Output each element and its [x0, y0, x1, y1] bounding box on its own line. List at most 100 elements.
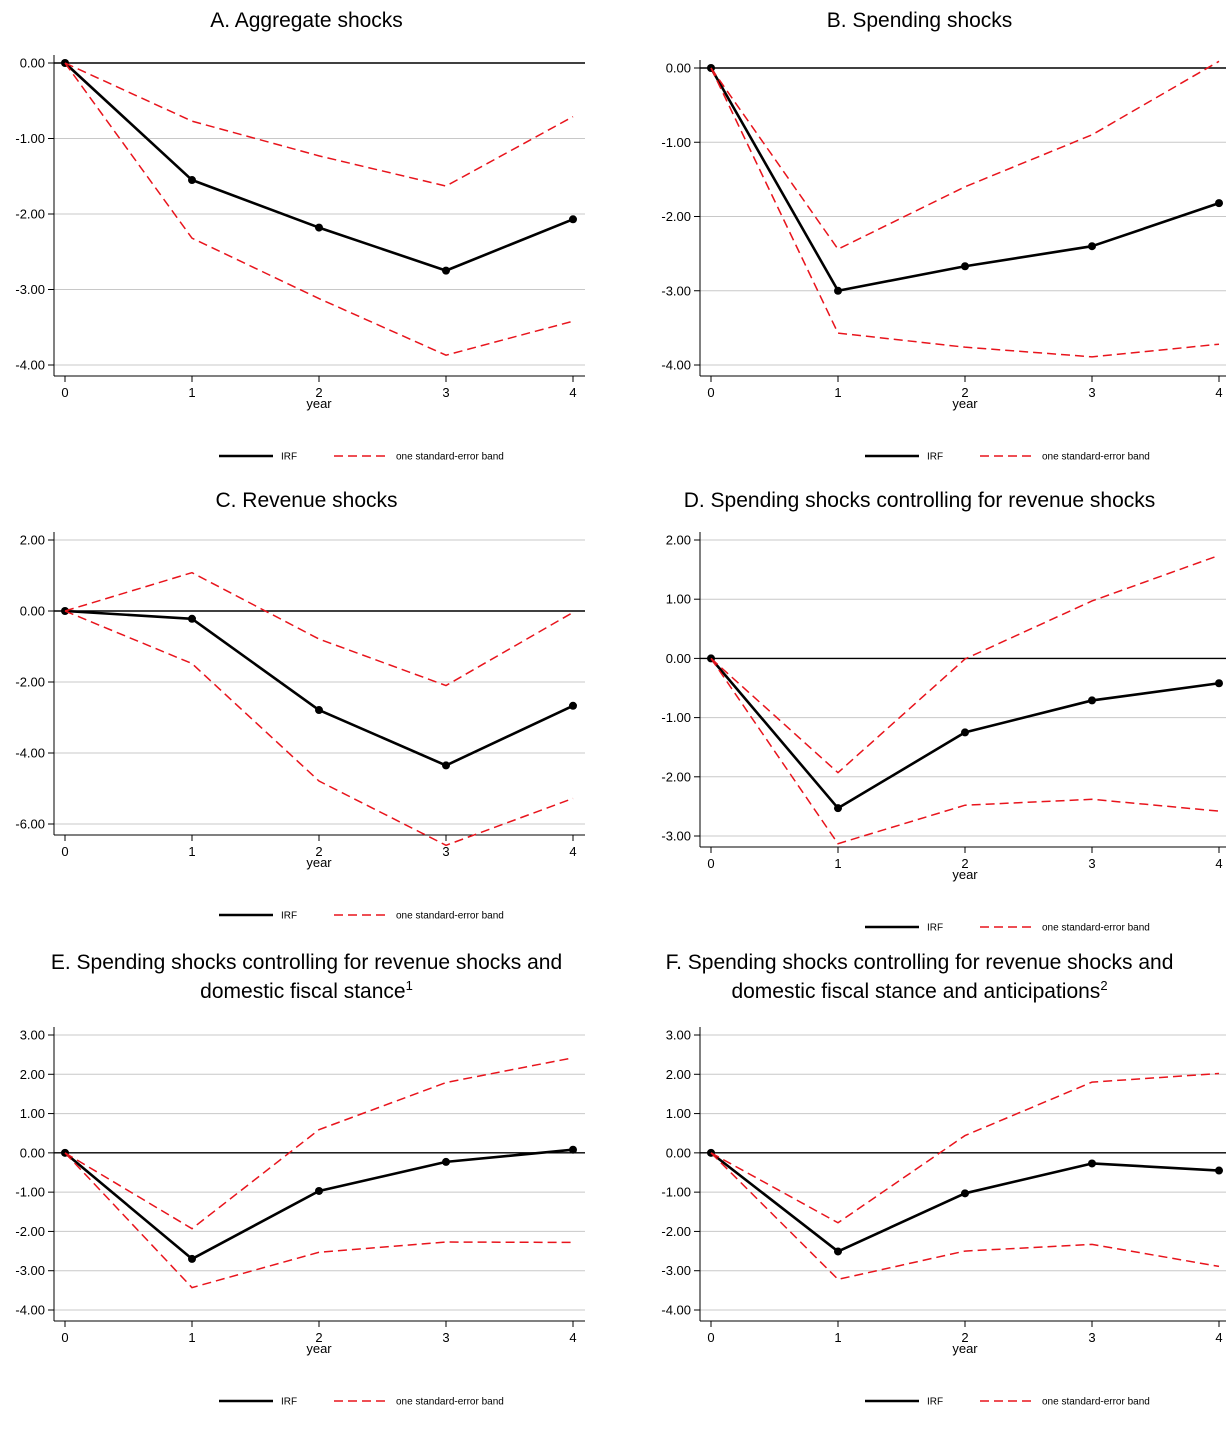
irf-point [1088, 242, 1096, 251]
band-upper-line [710, 554, 1220, 774]
x-tick-label: 3 [1088, 1330, 1095, 1345]
y-tick-label: -3.00 [661, 283, 691, 298]
x-tick-label: 4 [569, 1330, 576, 1345]
chart-svg: 3.00 2.00 1.00 0.00 -1.00 -2.00 -3.00 -4.00 0 1 2 3… [15, 1027, 585, 1408]
irf-point [1215, 199, 1223, 208]
band-lower-line [64, 1152, 574, 1289]
irf-line [709, 67, 1220, 293]
x-axis-label: year [952, 396, 978, 411]
x-tick-label: 3 [1088, 856, 1095, 871]
y-tick-label: -1.00 [661, 135, 691, 150]
y-tick-label: 2.00 [666, 1067, 691, 1082]
y-tick-label: -4.00 [15, 1303, 45, 1318]
irf-point [1088, 1159, 1096, 1168]
x-tick-label: 1 [188, 385, 195, 400]
x-axis-label: year [952, 1341, 978, 1356]
x-tick-label: 0 [61, 1330, 68, 1345]
x-axis-label: year [306, 1341, 332, 1356]
y-tick-label: -4.00 [15, 746, 45, 761]
y-tick-label: 2.00 [20, 1067, 45, 1082]
y-tick-label: -2.00 [661, 769, 691, 784]
irf-line [64, 62, 574, 272]
x-tick-label: 3 [1088, 385, 1095, 400]
x-tick-label: 1 [188, 1330, 195, 1345]
band-upper-line [710, 60, 1220, 251]
x-tick-label: 2 [961, 1330, 968, 1345]
chart-title-line2-text: domestic fiscal stance [200, 980, 406, 1003]
chart-title-line1: C. Revenue shocks [215, 489, 398, 512]
y-tick-label: -3.00 [15, 1263, 45, 1278]
y-tick-label: -2.00 [661, 1224, 691, 1239]
legend-irf-label: IRF [281, 452, 297, 463]
x-tick-label: 1 [188, 844, 195, 859]
y-tick-label: -1.00 [661, 710, 691, 725]
x-tick-label: 3 [442, 844, 449, 859]
band-upper-line [64, 62, 574, 187]
y-tick-label: 0.00 [20, 604, 45, 619]
y-tick-label: 2.00 [20, 533, 45, 548]
irf-point [961, 1189, 969, 1198]
chart-panel-f: F. Spending shocks controlling for reven… [613, 951, 1226, 1435]
chart-svg: 3.00 2.00 1.00 0.00 -1.00 -2.00 -3.00 -4.00 0 1 2 3… [661, 1027, 1226, 1408]
chart-svg: 2.00 1.00 0.00 -1.00 -2.00 -3.00 0 1 2 3 4 year IRF o… [661, 532, 1226, 934]
band-lower-line [710, 657, 1220, 845]
chart-panel-e: E. Spending shocks controlling for reven… [0, 951, 613, 1435]
y-tick-label: -1.00 [661, 1185, 691, 1200]
y-tick-label: -2.00 [15, 675, 45, 690]
x-tick-label: 4 [1215, 856, 1222, 871]
irf-point [315, 223, 323, 232]
y-tick-label: 0.00 [666, 1145, 691, 1160]
legend-irf-label: IRF [927, 452, 943, 463]
chart-title-line1: D. Spending shocks controlling for reven… [683, 489, 1156, 512]
x-tick-label: 2 [315, 844, 322, 859]
legend-band-label: one standard-error band [1042, 1397, 1150, 1408]
irf-point [442, 761, 450, 770]
chart-svg: 0.00 -1.00 -2.00 -3.00 -4.00 0 1 2 3 4 year IRF one … [661, 60, 1226, 463]
chart-svg: 0.00 -1.00 -2.00 -3.00 -4.00 0 1 2 3 4 year IRF one … [15, 55, 585, 463]
x-tick-label: 3 [442, 1330, 449, 1345]
irf-point [961, 728, 969, 737]
irf-point [188, 176, 196, 185]
x-tick-label: 2 [315, 1330, 322, 1345]
y-tick-label: 0.00 [20, 56, 45, 71]
legend-irf-label: IRF [927, 1397, 943, 1408]
chart-panel-b: B. Spending shocks 0.00 -1.00 -2.00 -3.00 -4.… [613, 0, 1226, 480]
y-tick-label: 3.00 [666, 1028, 691, 1043]
legend-band-label: one standard-error band [396, 911, 504, 922]
irf-point [961, 262, 969, 271]
irf-point [569, 215, 577, 224]
x-tick-label: 2 [961, 856, 968, 871]
x-tick-label: 4 [569, 385, 576, 400]
legend-irf-label: IRF [281, 1397, 297, 1408]
chart-svg: 2.00 0.00 -2.00 -4.00 -6.00 0 1 2 3 4 year IRF one s… [15, 532, 585, 922]
y-tick-label: -2.00 [15, 1224, 45, 1239]
y-tick-label: 2.00 [666, 533, 691, 548]
y-tick-label: 1.00 [20, 1106, 45, 1121]
chart-title-line2: domestic fiscal stance1 [0, 974, 613, 1003]
x-tick-label: 0 [707, 385, 714, 400]
x-axis-label: year [306, 855, 332, 870]
legend-band-label: one standard-error band [1042, 923, 1150, 934]
y-tick-label: -6.00 [15, 817, 45, 832]
y-tick-label: 0.00 [666, 61, 691, 76]
y-tick-label: 0.00 [666, 651, 691, 666]
y-tick-label: -3.00 [661, 1263, 691, 1278]
x-tick-label: 4 [569, 844, 576, 859]
chart-title-line1: A. Aggregate shocks [210, 9, 403, 32]
band-lower-line [710, 1152, 1220, 1281]
irf-point [188, 614, 196, 623]
footnote-marker: 1 [405, 978, 413, 993]
irf-point [834, 286, 842, 295]
band-upper-line [64, 1057, 574, 1230]
x-tick-label: 3 [442, 385, 449, 400]
chart-title: D. Spending shocks controlling for reven… [613, 489, 1226, 512]
x-tick-label: 0 [707, 856, 714, 871]
chart-title: F. Spending shocks controlling for reven… [613, 951, 1226, 1003]
x-axis-label: year [952, 867, 978, 882]
chart-title: E. Spending shocks controlling for reven… [0, 951, 613, 1003]
chart-title: B. Spending shocks [613, 9, 1226, 32]
band-upper-line [710, 1072, 1220, 1224]
y-tick-label: -4.00 [661, 358, 691, 373]
y-tick-label: -3.00 [15, 282, 45, 297]
x-tick-label: 0 [707, 1330, 714, 1345]
